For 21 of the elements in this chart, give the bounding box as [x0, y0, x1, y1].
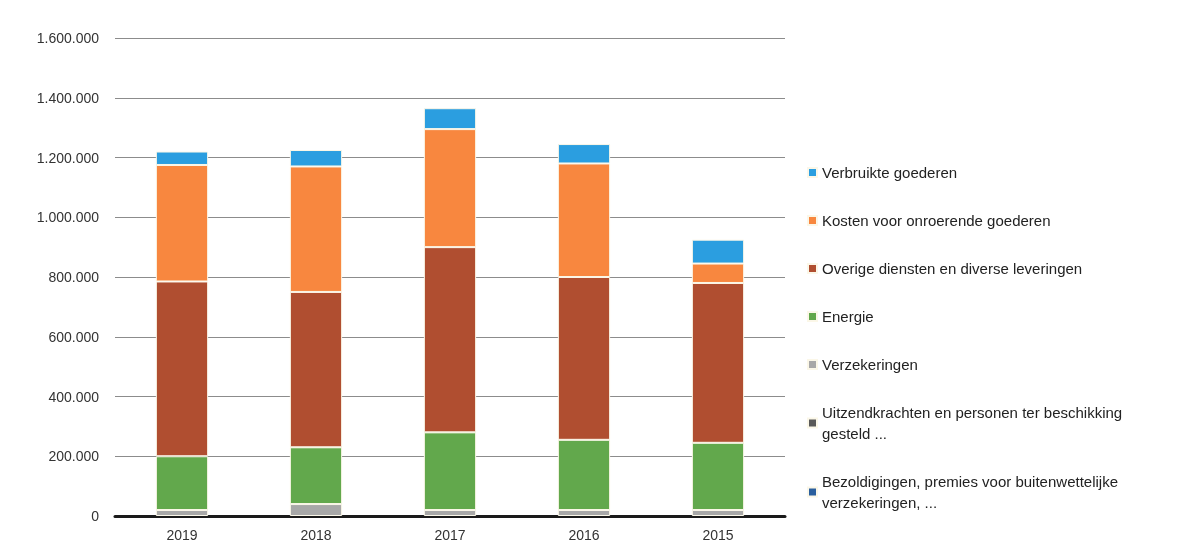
legend-label: Overige diensten en diverse leveringen	[822, 260, 1083, 277]
x-tick-label: 2017	[434, 527, 466, 543]
legend-label: Energie	[822, 308, 874, 325]
y-tick-label: 600.000	[48, 328, 100, 345]
legend-label: Uitzendkrachten en personen ter beschikking gesteld ...	[822, 404, 1127, 442]
legend-label: Bezoldigingen, premies voor buitenwettelijke verzekeringen, ...	[822, 473, 1123, 511]
y-tick-label: 1.000.000	[36, 209, 100, 226]
y-tick-label: 1.200.000	[36, 149, 100, 166]
legend-label: Verbruikte goederen	[822, 164, 958, 181]
legend-label: Verzekeringen	[822, 356, 918, 373]
legend-label: Kosten voor onroerende goederen	[822, 212, 1051, 229]
y-tick-label: 1.600.000	[36, 30, 100, 46]
x-tick-label: 2015	[702, 527, 734, 543]
x-tick-label: 2018	[300, 527, 332, 543]
y-tick-label: 1.400.000	[36, 89, 100, 106]
y-tick-label: 0	[91, 508, 100, 524]
y-tick-label: 800.000	[48, 269, 100, 285]
y-tick-label: 400.000	[48, 388, 100, 405]
x-tick-label: 2019	[166, 527, 198, 543]
y-tick-label: 200.000	[48, 448, 100, 465]
x-tick-label: 2016	[568, 527, 600, 543]
